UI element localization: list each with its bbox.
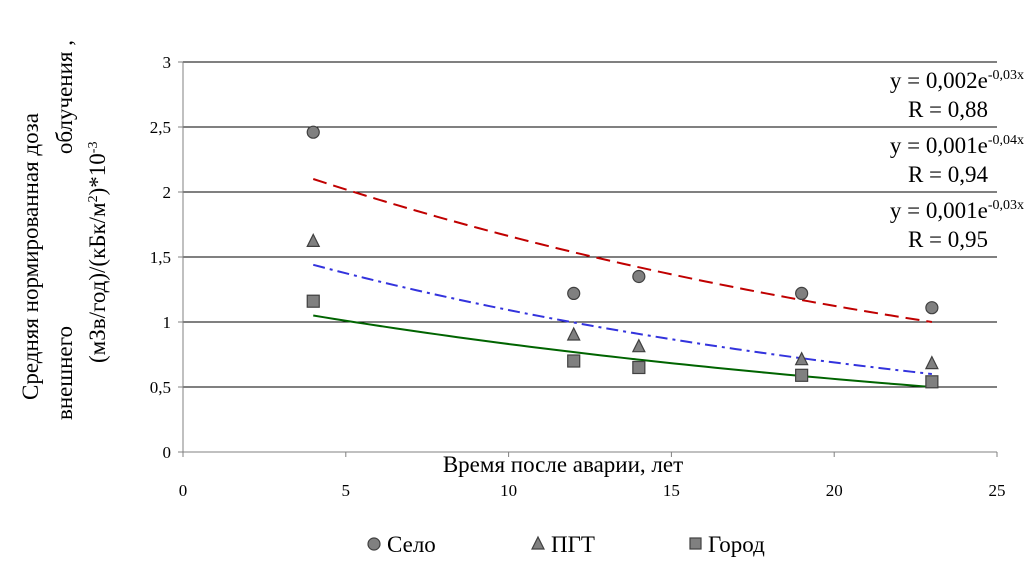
y-axis-title-line-2b: облучения , — [52, 40, 77, 154]
x-tick-label: 20 — [826, 481, 843, 500]
y-tick-labels: 0 0,5 1 1,5 2 2,5 3 — [150, 53, 171, 462]
point-series-1 — [306, 125, 320, 139]
point-series-3 — [925, 375, 939, 389]
data-points — [306, 125, 939, 389]
equation-annotations: y = 0,002e-0,03x R = 0,88 y = 0,001e-0,0… — [890, 68, 1024, 252]
y-tick-label: 0,5 — [150, 378, 171, 397]
y-tick-label: 1 — [163, 313, 172, 332]
point-series-1 — [795, 286, 809, 300]
y-tick-label: 0 — [163, 443, 172, 462]
point-series-3 — [567, 354, 581, 368]
r-value-3: R = 0,95 — [908, 227, 988, 252]
trendlines — [312, 178, 933, 388]
y-axis-title: Средняя нормированная доза облучения , в… — [18, 40, 110, 420]
y-axis-title-line-1: Средняя нормированная доза — [18, 113, 43, 400]
point-series-2 — [631, 338, 646, 353]
equation-3: y = 0,001e-0,03x — [890, 198, 1024, 223]
equation-1: y = 0,002e-0,03x — [890, 68, 1024, 93]
legend-label-selo: Село — [387, 532, 436, 557]
x-axis-title: Время после аварии, лет — [443, 452, 683, 477]
y-axis-title-line-3: (мЗв/год)/(кБк/м2)*10-3 — [85, 142, 110, 363]
r-value-1: R = 0,88 — [908, 97, 988, 122]
y-tick-label: 1,5 — [150, 248, 171, 267]
x-tick-label: 0 — [179, 481, 188, 500]
legend: Село ПГТ Город — [367, 532, 765, 557]
trendline-2 — [312, 263, 932, 375]
y-tick-label: 2,5 — [150, 118, 171, 137]
y-tick-label: 2 — [163, 183, 172, 202]
point-series-3 — [795, 368, 809, 382]
point-series-2 — [794, 351, 809, 366]
point-series-1 — [567, 286, 581, 300]
x-tick-labels: 0 5 10 15 20 25 — [179, 481, 1006, 500]
point-series-3 — [632, 360, 646, 375]
point-series-2 — [566, 326, 581, 341]
legend-marker-selo — [367, 537, 381, 551]
point-series-3 — [306, 294, 320, 308]
point-series-2 — [306, 233, 321, 247]
x-tick-label: 10 — [500, 481, 517, 500]
point-series-1 — [925, 301, 939, 315]
x-tick-label: 25 — [989, 481, 1006, 500]
legend-label-pgt: ПГТ — [551, 532, 595, 557]
grid-lines — [183, 61, 997, 388]
point-series-1 — [632, 269, 646, 284]
point-series-2 — [924, 355, 939, 370]
trendline-3 — [313, 314, 932, 388]
legend-marker-pgt — [531, 535, 545, 550]
x-tick-label: 15 — [663, 481, 680, 500]
legend-label-gorod: Город — [708, 532, 765, 557]
y-axis-title-line-2a: внешнего — [52, 326, 77, 420]
equation-2: y = 0,001e-0,04x — [890, 133, 1024, 158]
axes — [178, 61, 998, 457]
x-tick-label: 5 — [342, 481, 351, 500]
trendline-1 — [312, 178, 933, 323]
legend-marker-gorod — [689, 537, 702, 550]
r-value-2: R = 0,94 — [908, 162, 989, 187]
y-tick-label: 3 — [163, 53, 172, 72]
